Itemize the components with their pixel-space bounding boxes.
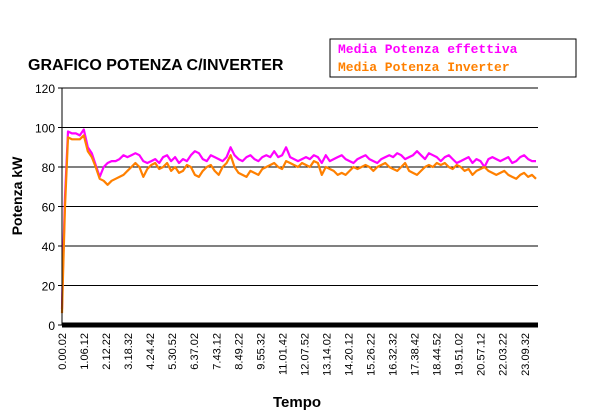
- x-tick-label: 18.44.52: [432, 333, 444, 376]
- x-tick-label: 11.01.42: [277, 333, 289, 375]
- x-tick-label: 15.26.22: [366, 333, 378, 376]
- y-tick-label: 40: [42, 240, 56, 254]
- x-axis-label: Tempo: [273, 394, 321, 411]
- y-tick-label: 60: [42, 201, 56, 215]
- x-tick-label: 6.37.02: [189, 333, 201, 370]
- x-tick-label: 5.30.52: [167, 333, 179, 370]
- x-tick-label: 2.12.22: [101, 333, 113, 370]
- x-tick-label: 7.43.12: [211, 333, 223, 370]
- x-tick-label: 13.14.02: [321, 333, 333, 376]
- series-lines: [60, 128, 537, 314]
- x-tick-labels: 0.00.02 1.06.12 2.12.22 3.18.32 4.24.42 5.30.…: [57, 333, 532, 376]
- y-tick-label: 100: [35, 122, 55, 136]
- x-tick-label: 14.20.12: [344, 333, 356, 376]
- y-tick-label: 0: [48, 319, 55, 333]
- x-tick-label: 23.09.32: [520, 333, 532, 376]
- y-tick-label: 20: [42, 280, 56, 294]
- series-line-inverter: [60, 134, 537, 314]
- x-tick-label: 12.07.52: [299, 333, 311, 376]
- grid-lines: [62, 87, 538, 286]
- x-tick-label: 1.06.12: [79, 333, 91, 370]
- x-tick-label: 17.38.42: [410, 333, 422, 376]
- y-tick-labels: 0 20 40 60 80 100 120: [35, 82, 62, 333]
- x-tick-label: 8.49.22: [233, 333, 245, 370]
- x-tick-label: 22.03.22: [498, 333, 510, 376]
- chart-title: GRAFICO POTENZA C/INVERTER: [28, 57, 284, 74]
- legend: Media Potenza effettiva Media Potenza In…: [329, 38, 577, 78]
- legend-label-effettiva: Media Potenza effettiva: [338, 42, 518, 57]
- x-tick-label: 3.18.32: [123, 333, 135, 370]
- legend-label-inverter: Media Potenza Inverter: [338, 60, 510, 75]
- y-tick-label: 120: [35, 82, 55, 96]
- x-tick-label: 4.24.42: [145, 333, 157, 370]
- x-tick-label: 0.00.02: [57, 333, 69, 370]
- x-tick-label: 20.57.12: [476, 333, 488, 376]
- x-tick-label: 16.32.32: [388, 333, 400, 376]
- x-tick-label: 9.55.32: [255, 333, 267, 370]
- legend-box: [329, 38, 577, 78]
- x-tick-label: 19.51.02: [454, 333, 466, 376]
- y-tick-label: 80: [42, 161, 56, 175]
- series-line-effettiva: [60, 128, 536, 310]
- plot-area: 0 20 40 60 80 100 120 0.00.02 1.06.12 2.12.22 3.1…: [35, 82, 538, 376]
- y-axis-label: Potenza kW: [9, 156, 25, 235]
